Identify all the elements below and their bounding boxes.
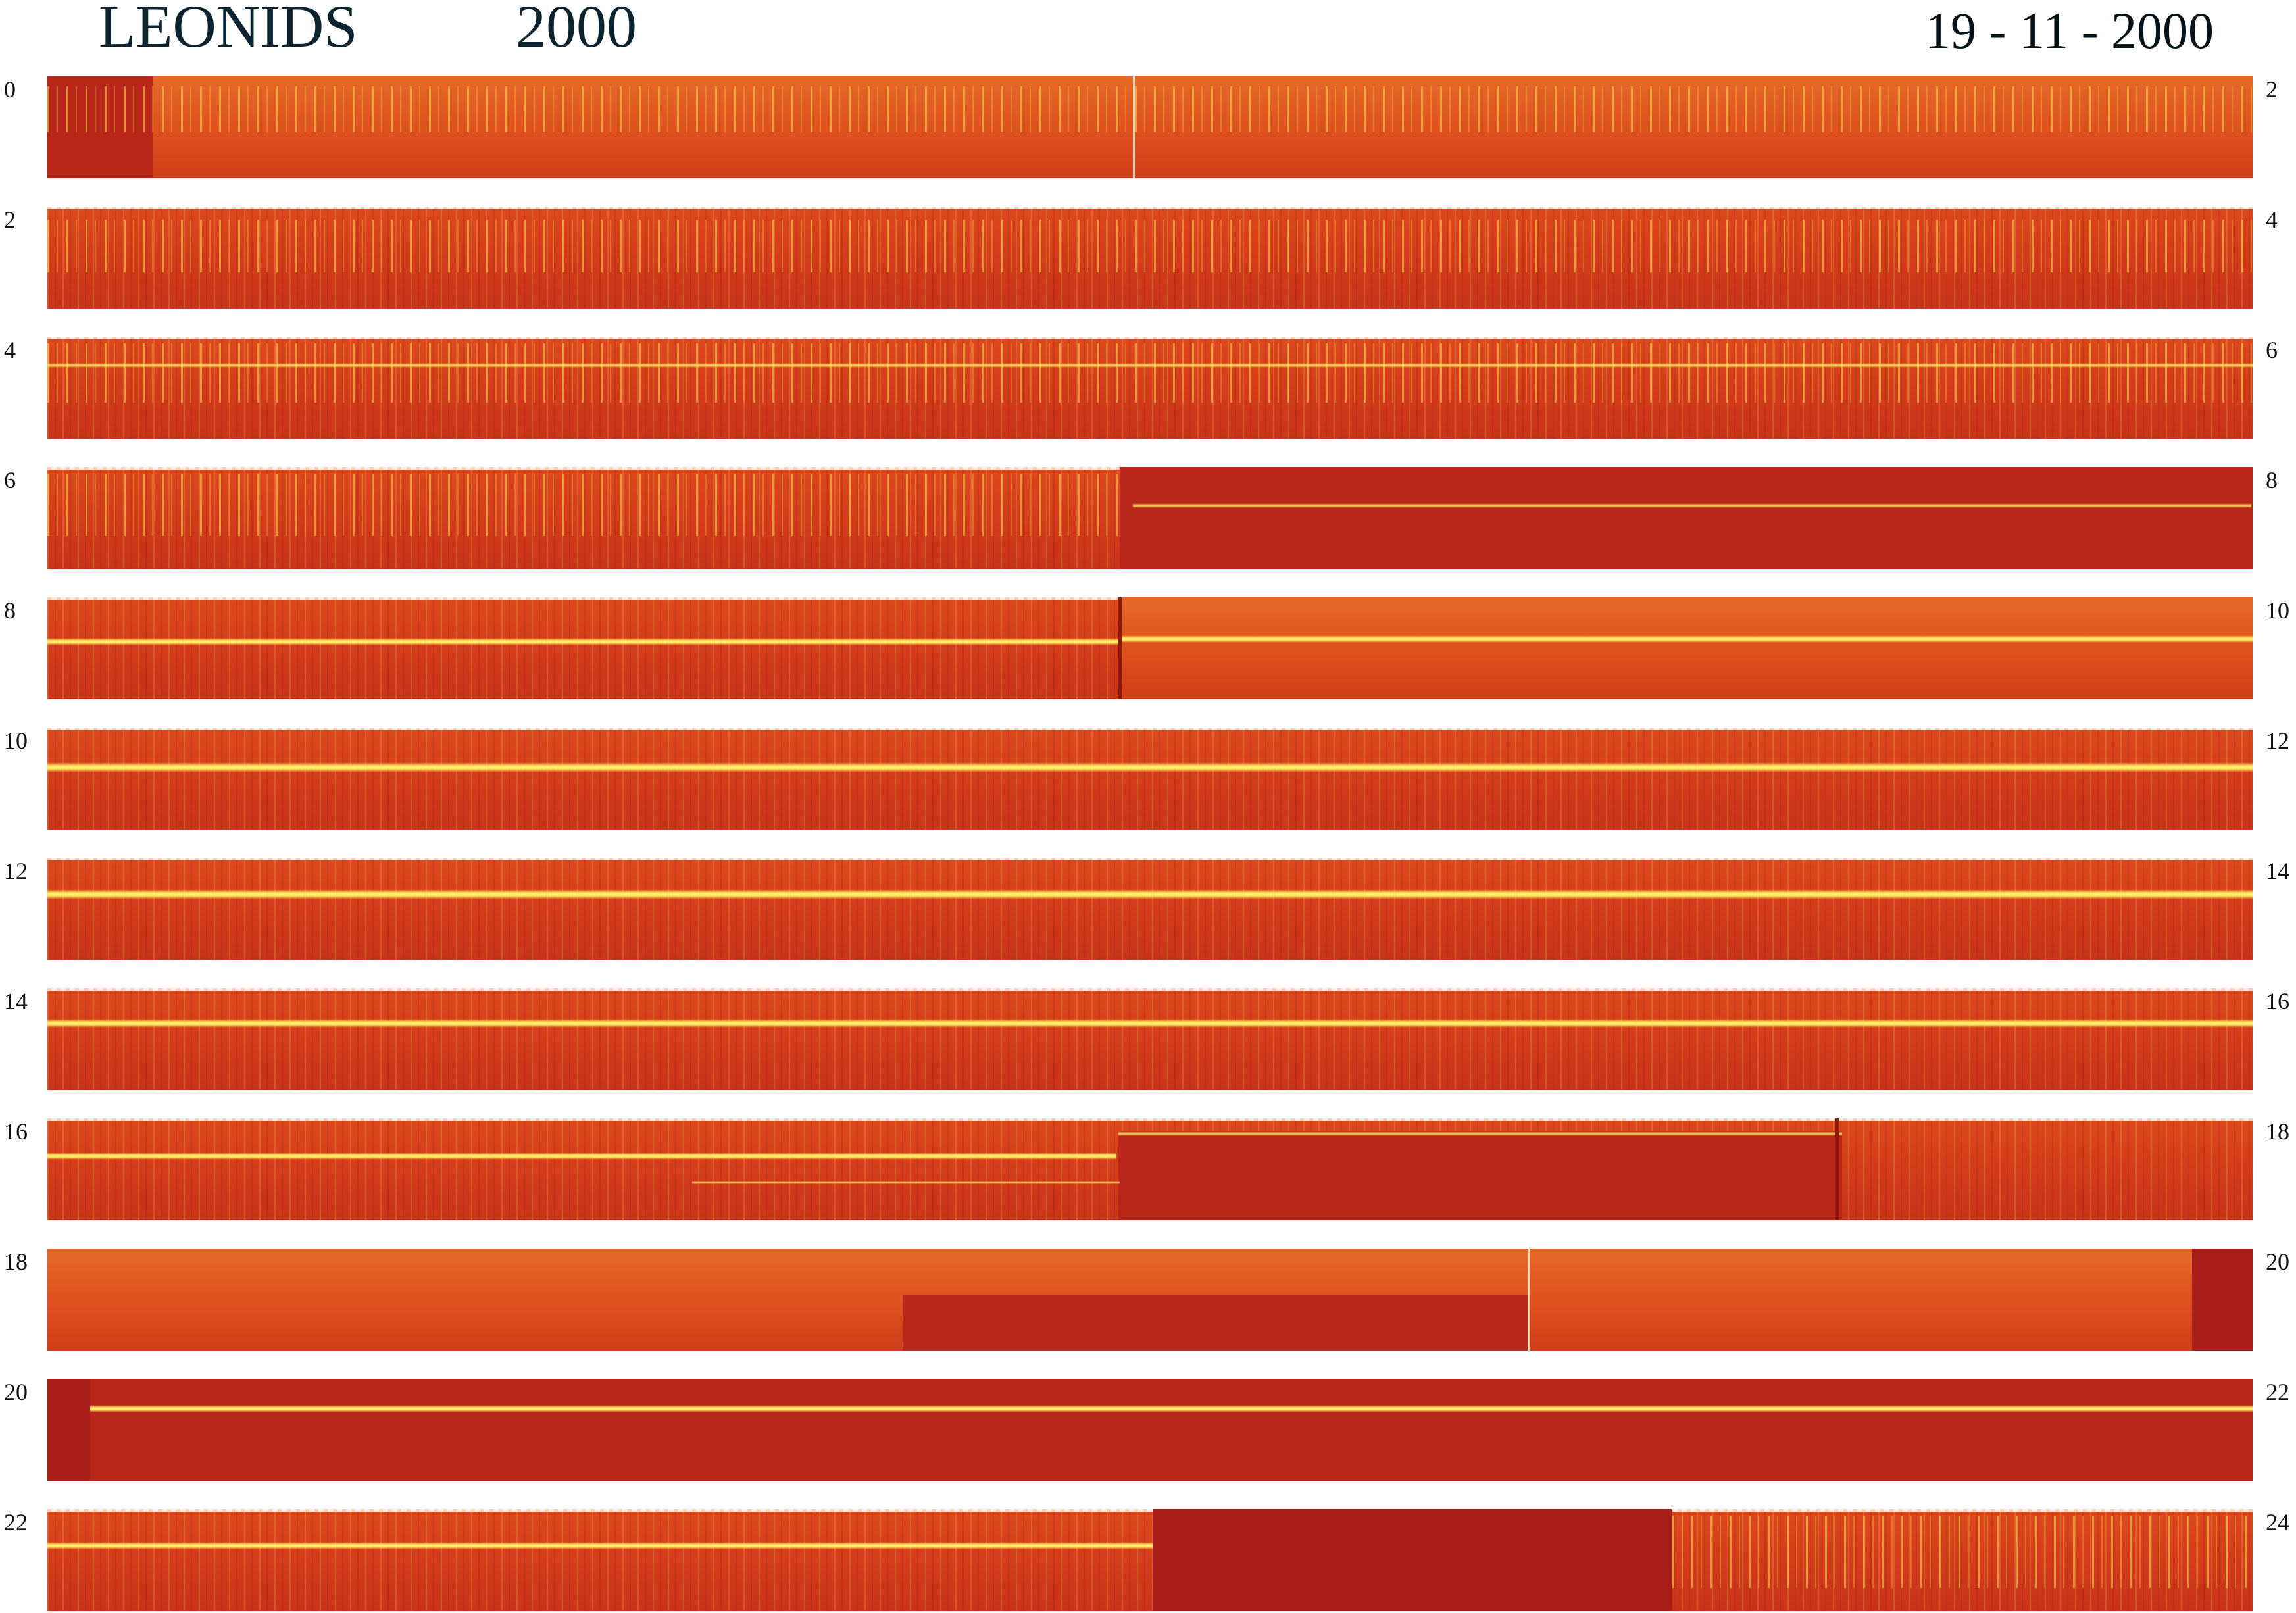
- spectrogram-strip: [47, 728, 2253, 830]
- spectrogram-strip: [47, 1379, 2253, 1481]
- strip-start-hour: 18: [4, 1249, 28, 1275]
- strip-end-hour: 4: [2266, 207, 2278, 233]
- spectrogram-strip: [47, 597, 2253, 699]
- strip-start-hour: 6: [4, 467, 16, 493]
- strip-start-hour: 0: [4, 76, 16, 103]
- strip-end-hour: 22: [2266, 1379, 2289, 1405]
- spectrogram-strip: [47, 858, 2253, 960]
- strip-end-hour: 18: [2266, 1118, 2289, 1145]
- spectrogram-strip: [47, 76, 2253, 178]
- spectrogram-strip: [47, 1249, 2253, 1351]
- strip-end-hour: 20: [2266, 1249, 2289, 1275]
- strip-start-hour: 10: [4, 728, 28, 754]
- spectrogram-strip: [47, 1118, 2253, 1220]
- strip-start-hour: 8: [4, 597, 16, 624]
- page-year: 2000: [516, 0, 637, 60]
- strip-start-hour: 12: [4, 858, 28, 884]
- spectrogram-strip: [47, 1509, 2253, 1611]
- strip-end-hour: 16: [2266, 988, 2289, 1014]
- spectrogram-strip: [47, 988, 2253, 1090]
- strip-end-hour: 24: [2266, 1509, 2289, 1535]
- strip-start-hour: 22: [4, 1509, 28, 1535]
- spectrogram-strip: [47, 207, 2253, 309]
- strip-end-hour: 2: [2266, 76, 2278, 103]
- strip-start-hour: 16: [4, 1118, 28, 1145]
- strip-end-hour: 10: [2266, 597, 2289, 624]
- strip-start-hour: 4: [4, 337, 16, 363]
- strip-start-hour: 14: [4, 988, 28, 1014]
- page-title: LEONIDS: [99, 0, 358, 60]
- strip-end-hour: 8: [2266, 467, 2278, 493]
- strip-end-hour: 6: [2266, 337, 2278, 363]
- strip-start-hour: 20: [4, 1379, 28, 1405]
- strip-end-hour: 14: [2266, 858, 2289, 884]
- spectrogram-strip: [47, 337, 2253, 439]
- strip-start-hour: 2: [4, 207, 16, 233]
- spectrogram-strip: [47, 467, 2253, 569]
- strip-end-hour: 12: [2266, 728, 2289, 754]
- page-date: 19 - 11 - 2000: [1925, 2, 2214, 59]
